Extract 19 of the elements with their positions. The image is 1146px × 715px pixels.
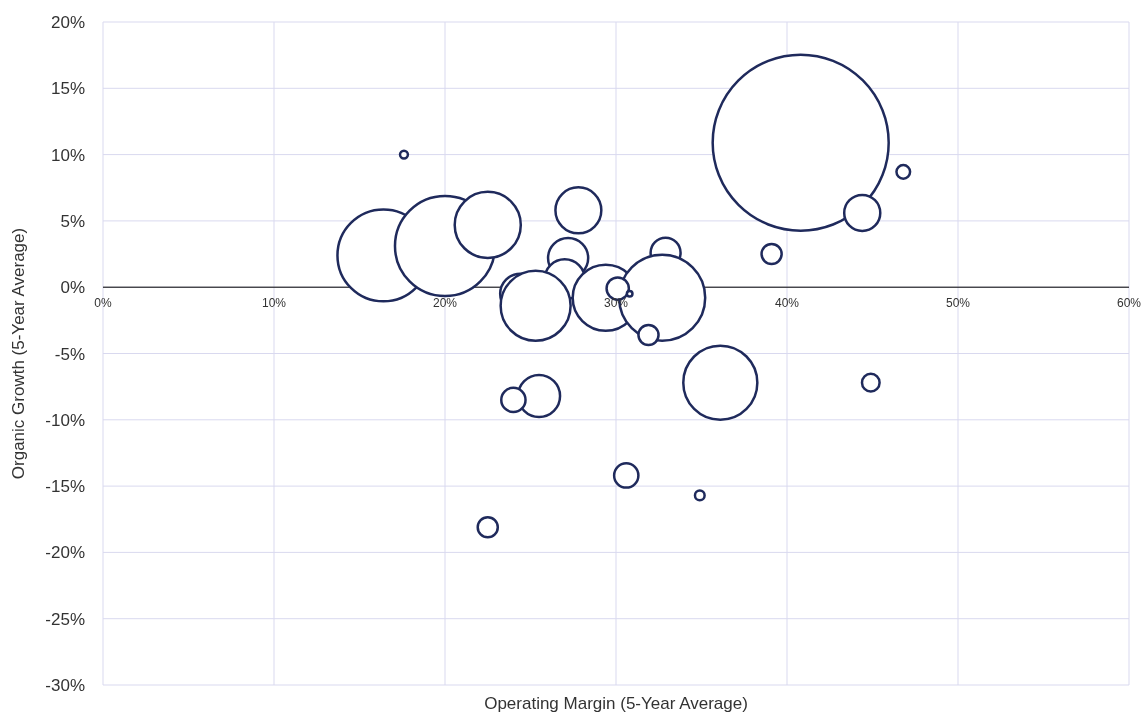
y-tick-label: 5% (60, 211, 85, 231)
y-tick-label: -15% (45, 477, 85, 497)
x-tick-label: 10% (261, 296, 287, 311)
x-tick-label: 40% (774, 296, 800, 311)
y-tick-label: 0% (60, 278, 85, 298)
x-tick-label: 0% (94, 296, 112, 311)
y-tick-label: -5% (54, 344, 85, 364)
x-tick-label: 60% (1116, 296, 1142, 311)
y-tick-label: -10% (45, 410, 85, 430)
x-axis-title: Operating Margin (5-Year Average) (484, 694, 748, 713)
y-tick-label: 15% (50, 79, 85, 99)
y-tick-label: 10% (50, 145, 85, 165)
x-tick-label: 20% (432, 296, 458, 311)
x-tick-label: 50% (945, 296, 971, 311)
y-tick-label: -30% (45, 676, 85, 695)
y-tick-label: 20% (50, 13, 85, 32)
y-tick-label: -25% (45, 609, 85, 629)
y-axis-title: Organic Growth (5-Year Average) (9, 227, 28, 480)
y-tick-label: -20% (45, 543, 85, 563)
